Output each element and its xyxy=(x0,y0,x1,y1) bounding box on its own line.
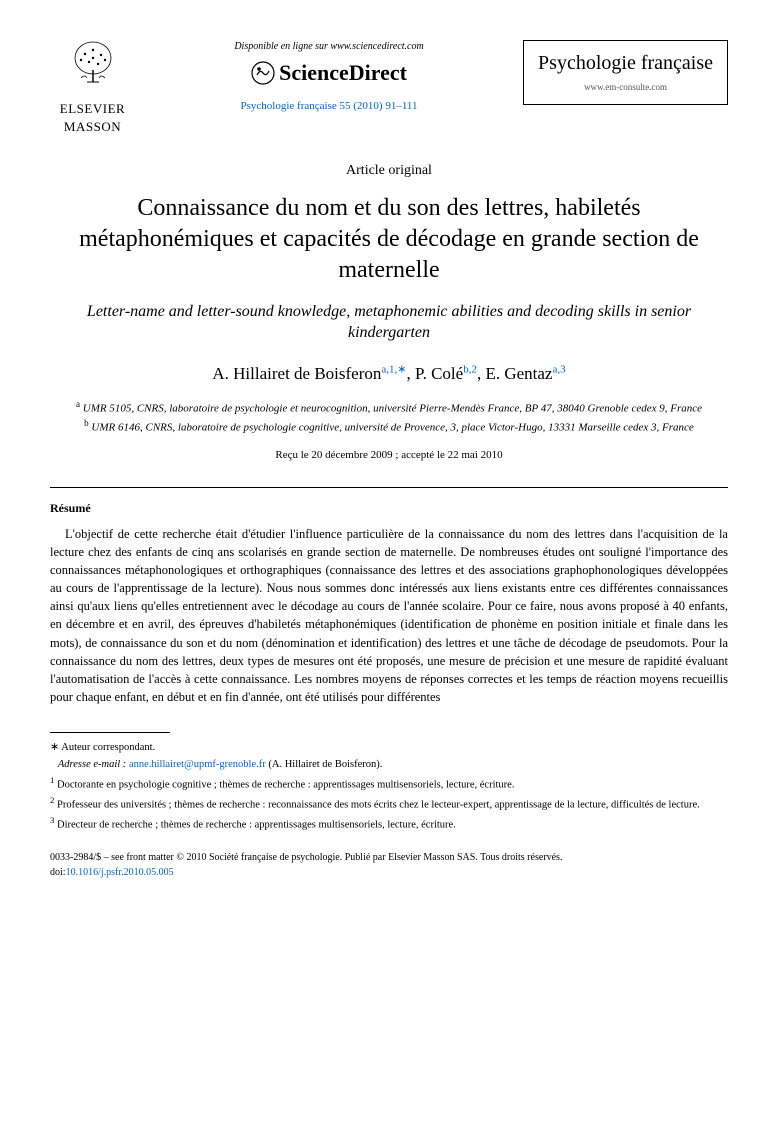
article-type: Article original xyxy=(50,161,728,181)
doi-label: doi: xyxy=(50,867,66,878)
publisher-name: ELSEVIER MASSON xyxy=(50,100,135,136)
email-link[interactable]: anne.hillairet@upmf-grenoble.fr xyxy=(129,759,266,770)
doi-link[interactable]: 10.1016/j.psfr.2010.05.005 xyxy=(66,867,174,878)
abstract-heading: Résumé xyxy=(50,500,728,517)
journal-url[interactable]: www.em-consulte.com xyxy=(538,81,713,94)
center-header: Disponible en ligne sur www.sciencedirec… xyxy=(135,40,523,114)
article-title-french: Connaissance du nom et du son des lettre… xyxy=(50,193,728,287)
sciencedirect-brand: ScienceDirect xyxy=(145,58,513,89)
author-2: P. Coléb,2 xyxy=(415,364,477,383)
availability-text: Disponible en ligne sur www.sciencedirec… xyxy=(145,40,513,54)
sciencedirect-text: ScienceDirect xyxy=(279,58,407,89)
separator-top xyxy=(50,487,728,488)
author-1: A. Hillairet de Boisferona,1,∗ xyxy=(212,364,406,383)
journal-name: Psychologie française xyxy=(538,51,713,75)
header-row: ELSEVIER MASSON Disponible en ligne sur … xyxy=(50,40,728,136)
footnote-corresponding: ∗ Auteur correspondant. xyxy=(50,739,728,756)
journal-box: Psychologie française www.em-consulte.co… xyxy=(523,40,728,105)
affiliation-b: b UMR 6146, CNRS, laboratoire de psychol… xyxy=(50,417,728,436)
citation-line[interactable]: Psychologie française 55 (2010) 91–111 xyxy=(145,99,513,114)
publisher-logo: ELSEVIER MASSON xyxy=(50,40,135,136)
issn: 0033-2984/$ – see front matter xyxy=(50,852,174,863)
author-3: E. Gentaza,3 xyxy=(485,364,565,383)
footnote-1: 1 Doctorante en psychologie cognitive ; … xyxy=(50,774,728,793)
article-title-english: Letter-name and letter-sound knowledge, … xyxy=(50,301,728,344)
footnote-3: 3 Directeur de recherche ; thèmes de rec… xyxy=(50,814,728,833)
copyright-block: 0033-2984/$ – see front matter © 2010 So… xyxy=(50,851,728,880)
footnote-email: Adresse e-mail : anne.hillairet@upmf-gre… xyxy=(50,757,728,773)
elsevier-tree-icon xyxy=(50,40,135,98)
footnotes-block: ∗ Auteur correspondant. Adresse e-mail :… xyxy=(50,739,728,833)
abstract-text: L'objectif de cette recherche était d'ét… xyxy=(50,525,728,706)
affiliations: a UMR 5105, CNRS, laboratoire de psychol… xyxy=(50,398,728,436)
footnote-separator xyxy=(50,732,170,733)
footnote-2: 2 Professeur des universités ; thèmes de… xyxy=(50,794,728,813)
sciencedirect-icon xyxy=(251,61,275,85)
affiliation-a: a UMR 5105, CNRS, laboratoire de psychol… xyxy=(50,398,728,417)
copyright-text: © 2010 Société française de psychologie.… xyxy=(176,852,562,863)
article-dates: Reçu le 20 décembre 2009 ; accepté le 22… xyxy=(50,448,728,463)
authors-line: A. Hillairet de Boisferona,1,∗, P. Coléb… xyxy=(50,362,728,386)
